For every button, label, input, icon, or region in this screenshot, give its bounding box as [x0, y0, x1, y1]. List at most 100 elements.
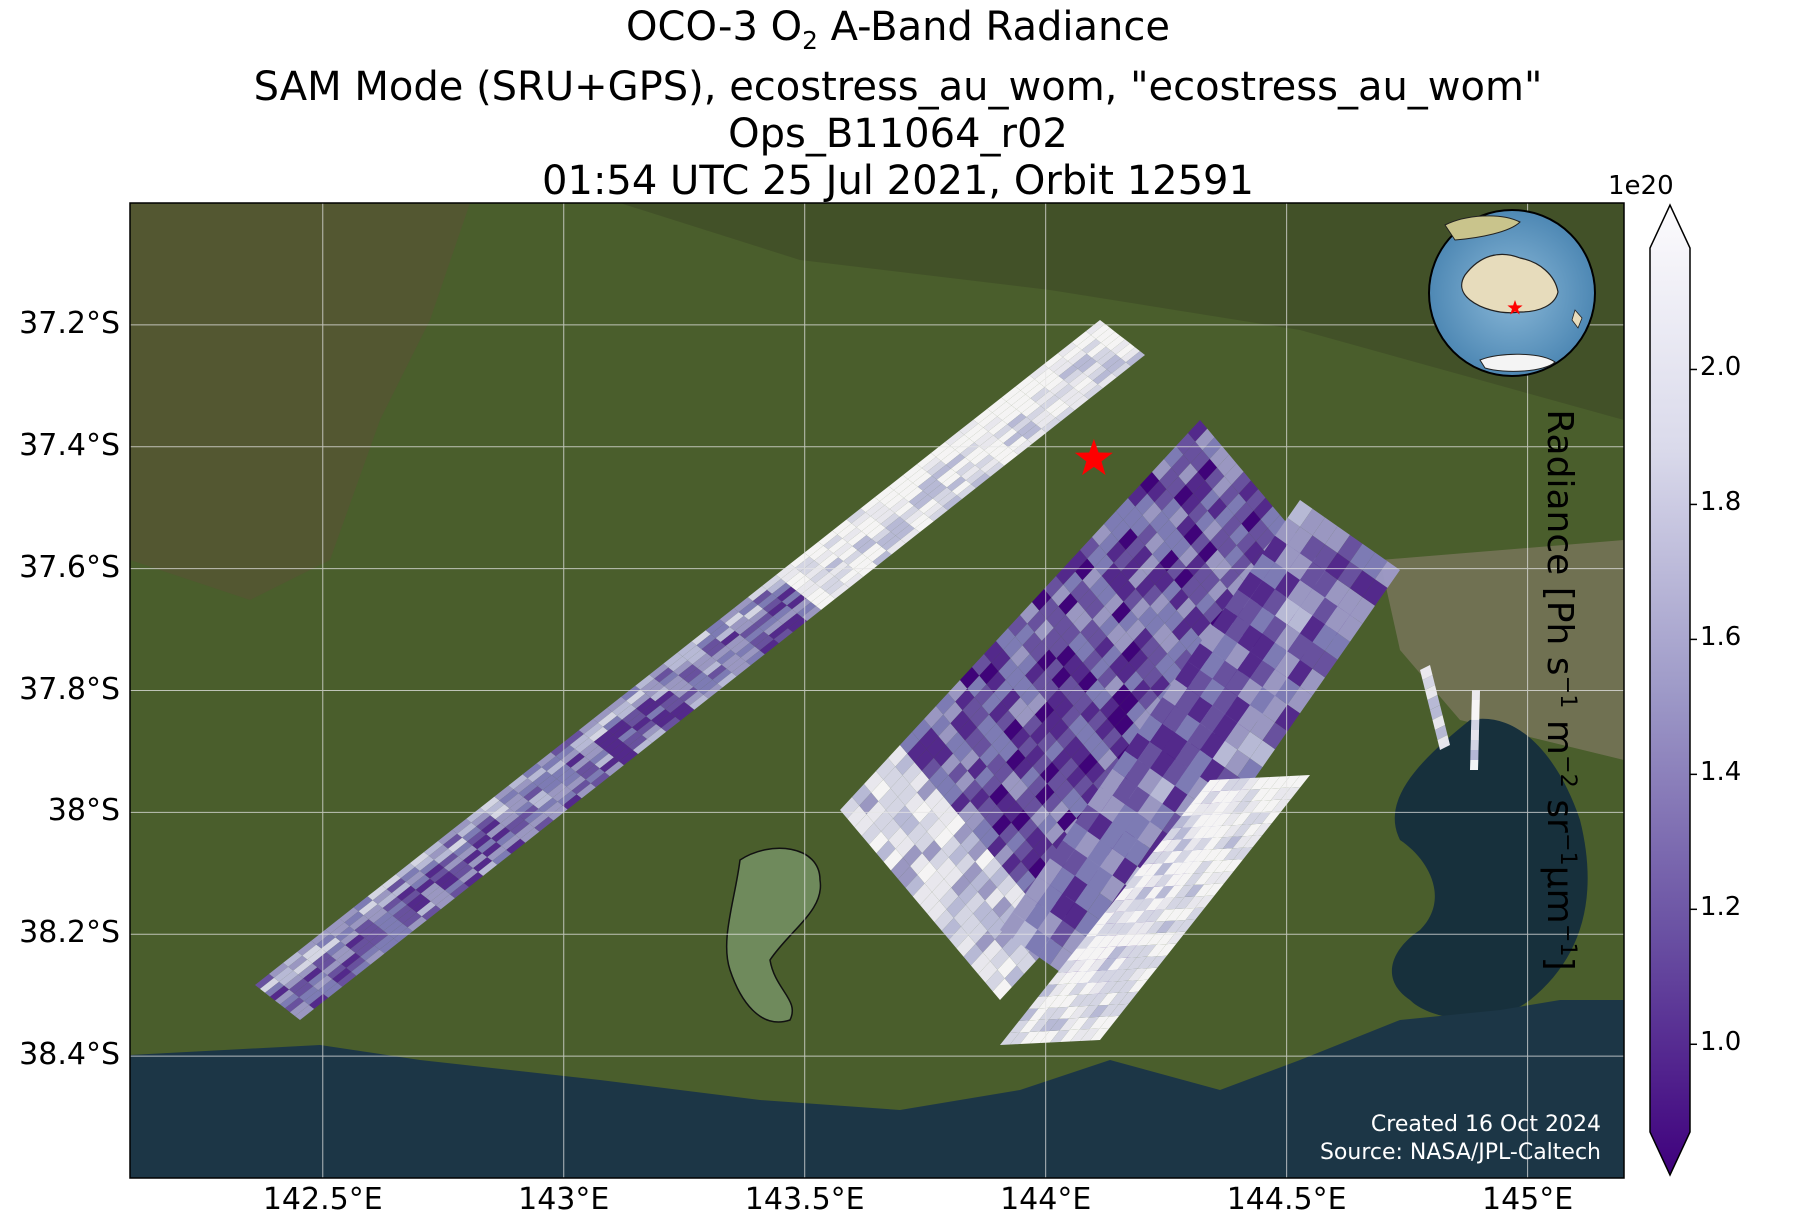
colorbar-tick-label: 1.4 — [1700, 757, 1742, 788]
title-line-2: SAM Mode (SRU+GPS), ecostress_au_wom, "e… — [253, 64, 1543, 110]
swath-cell — [950, 434, 970, 450]
swath-cell — [336, 949, 356, 964]
swath-cell — [965, 809, 985, 832]
swath-cell — [331, 945, 351, 961]
swath-cell — [1068, 550, 1088, 572]
swath-cell — [1275, 517, 1300, 545]
swath-cell — [992, 978, 1012, 1000]
swath-cell — [1427, 695, 1440, 710]
swath-cell — [673, 660, 693, 676]
swath-cell — [1099, 1015, 1120, 1029]
swath-cell — [1021, 848, 1041, 871]
swath-cell — [1063, 368, 1083, 384]
swath-cell — [1123, 588, 1143, 611]
swath-cell — [735, 642, 755, 658]
swath-cell — [1001, 688, 1021, 711]
swath-cell — [840, 797, 860, 819]
swath-cell — [893, 805, 913, 828]
swath-cell — [1077, 959, 1097, 972]
swath-cell — [1234, 502, 1254, 524]
satellite-swath-cells — [255, 320, 1480, 1045]
swath-cell — [873, 809, 894, 832]
swath-cell — [1143, 851, 1163, 865]
swath-cell — [787, 594, 807, 610]
swath-cell — [806, 587, 826, 603]
swath-cell — [1237, 678, 1263, 705]
swath-cell — [1261, 811, 1282, 824]
swath-cell — [1112, 684, 1132, 706]
swath-cell — [1175, 661, 1200, 688]
swath-cell — [556, 767, 576, 783]
swath-cell — [1162, 580, 1182, 602]
swath-cell — [332, 967, 352, 983]
swath-cell — [1148, 645, 1168, 667]
lat-tick-label: 37.6°S — [19, 549, 120, 585]
swath-cell — [443, 833, 463, 849]
swath-cell — [941, 449, 961, 465]
swath-cell — [1058, 994, 1079, 1008]
swath-cell — [1147, 955, 1167, 969]
title-line-1: OCO-3 O2 A-Band Radiance — [626, 4, 1170, 55]
swath-cell — [1106, 934, 1126, 948]
swath-cell — [1160, 632, 1180, 654]
swath-cell — [401, 889, 421, 905]
swath-cell — [1210, 790, 1231, 804]
swath-cell — [1054, 383, 1074, 399]
swath-cell — [1188, 502, 1208, 524]
swath-cell — [1006, 390, 1026, 406]
swath-cell — [1010, 727, 1031, 750]
swath-cell — [1034, 368, 1054, 384]
swath-cell — [1126, 619, 1146, 641]
swath-cell — [1187, 723, 1213, 750]
swath-cell — [1087, 970, 1108, 983]
swath-cell — [1217, 536, 1237, 559]
lon-tick-label: 143.5°E — [744, 1182, 865, 1217]
swath-cell — [1051, 666, 1071, 689]
lon-tick-label: 142.5°E — [262, 1182, 383, 1217]
swath-cell — [1028, 996, 1049, 1009]
swath-cell — [1044, 658, 1064, 680]
swath-cell — [744, 627, 764, 643]
swath-cell — [946, 814, 966, 836]
swath-cell — [383, 919, 403, 935]
swath-cell — [716, 649, 736, 665]
swath-cell — [627, 712, 647, 728]
swath-cell — [1150, 803, 1175, 831]
swath-cell — [1015, 375, 1035, 391]
swath-cell — [290, 1001, 310, 1017]
swath-cell — [542, 778, 562, 794]
swath-cell — [857, 538, 877, 554]
swath-cell — [1059, 757, 1079, 780]
swath-cell — [1350, 543, 1375, 571]
swath-cell — [858, 561, 878, 577]
swath-cell — [792, 598, 812, 614]
swath-cell — [903, 486, 923, 502]
swath-cell — [1237, 625, 1263, 652]
swath-cell — [574, 737, 594, 753]
swath-cell — [635, 674, 655, 690]
swath-cell — [1092, 369, 1112, 385]
swath-cell — [414, 855, 434, 871]
swath-cell — [922, 479, 942, 495]
swath-cell — [1050, 1030, 1070, 1043]
swath-cell — [991, 731, 1011, 754]
swath-cell — [1165, 920, 1186, 933]
swath-cell — [818, 530, 838, 546]
swath-cell — [1105, 900, 1125, 913]
swath-cell — [1039, 1018, 1060, 1032]
swath-cell — [255, 973, 275, 989]
swath-cell — [1112, 857, 1138, 885]
swath-cell — [1133, 709, 1154, 732]
swath-cell — [1134, 875, 1154, 888]
swath-cell — [759, 639, 779, 655]
swath-cell — [1135, 575, 1155, 598]
swath-cell — [1100, 331, 1120, 347]
swath-cell — [425, 886, 445, 902]
swath-cell — [791, 575, 811, 591]
swath-cell — [1045, 822, 1065, 845]
swath-cell — [1075, 911, 1100, 938]
map-frame — [129, 202, 1625, 1179]
swath-cell — [303, 967, 323, 983]
swath-cell — [1211, 813, 1232, 827]
swath-cell — [1096, 935, 1116, 948]
